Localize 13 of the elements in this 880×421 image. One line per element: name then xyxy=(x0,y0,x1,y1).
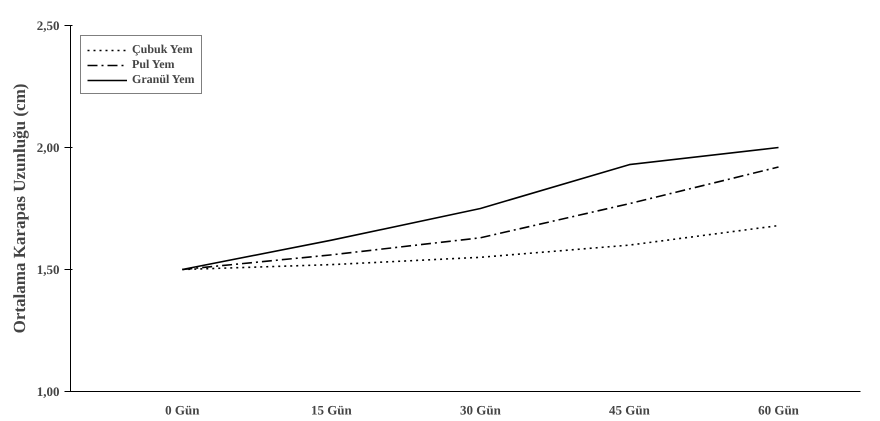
legend-label: Granül Yem xyxy=(132,72,195,87)
x-tick-label: 15 Gün xyxy=(310,402,353,418)
legend-label: Pul Yem xyxy=(132,57,175,72)
x-tick-label: 45 Gün xyxy=(609,402,651,418)
x-tick-label: 60 Gün xyxy=(758,402,800,418)
y-tick-label: 2,00 xyxy=(36,140,60,155)
x-tick-label: 30 Gün xyxy=(460,402,502,418)
y-axis-title: Ortalama Karapas Uzunluğu (cm) xyxy=(10,84,29,334)
y-tick-label: 1,00 xyxy=(36,384,60,399)
y-tick-label: 1,50 xyxy=(36,262,60,277)
x-tick-label: 0 Gün xyxy=(165,402,200,418)
legend-label: Çubuk Yem xyxy=(132,42,193,57)
y-tick-label: 2,50 xyxy=(36,18,60,33)
